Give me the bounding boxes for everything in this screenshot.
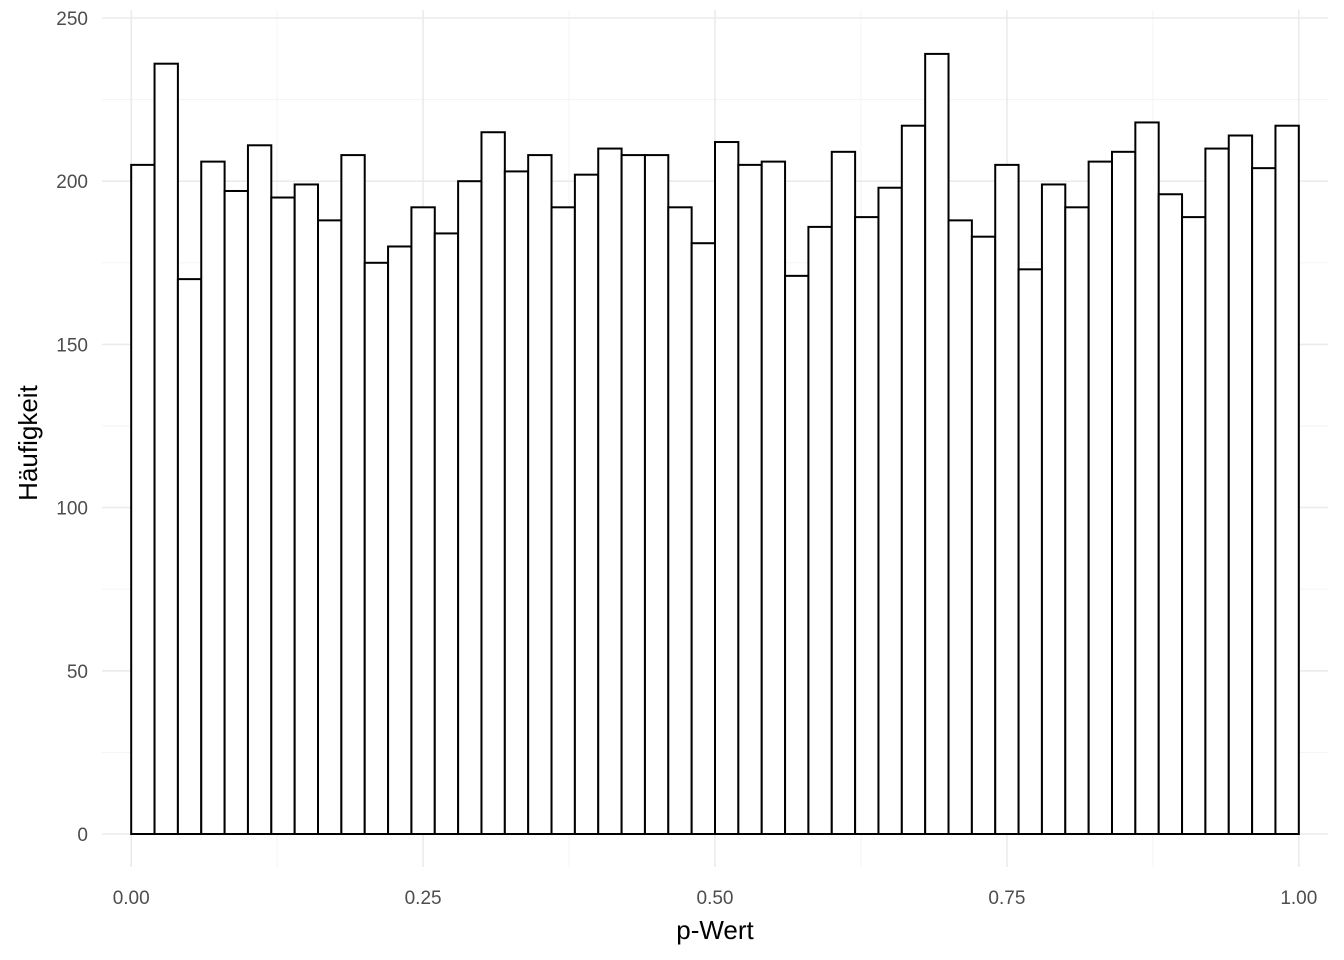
histogram-bar [527,154,553,835]
histogram-bar [1040,183,1067,836]
histogram-bar [924,52,950,836]
histogram-bar [1274,124,1300,836]
histogram-bar [293,183,320,836]
histogram-bar [620,154,646,835]
x-tick-label: 0.00 [113,888,150,909]
histogram-bar [363,261,390,835]
y-tick-label: 250 [56,9,88,30]
histogram-bar [340,154,366,835]
histogram-bar [690,242,717,835]
y-tick-label: 150 [56,335,88,356]
histogram-bar [270,196,296,835]
histogram-bar [246,144,273,835]
histogram-bar [667,206,693,835]
histogram-bar [1017,268,1043,835]
histogram-bar [737,163,763,835]
histogram-bar [1134,121,1160,835]
histogram-bar [994,163,1020,835]
histogram-bar [503,170,530,835]
histogram-bar [410,206,436,835]
histogram-bar [830,150,857,836]
y-axis-title: Häufigkeit [13,384,43,500]
x-axis-tick-labels: 0.00 0.25 0.50 0.75 1.00 [113,888,1318,909]
histogram-bar [1087,160,1113,835]
histogram-bar [643,154,670,835]
y-tick-label: 0 [77,825,88,846]
histogram-bar [1181,216,1207,835]
histogram-bar [200,160,226,835]
y-tick-label: 200 [56,172,88,193]
y-axis-tick-labels: 0 50 100 150 200 250 [56,9,88,846]
histogram-bar [387,245,413,836]
histogram-bar [317,219,343,836]
histogram-bar [714,141,740,836]
histogram-bar [153,62,179,836]
histogram-bar [854,216,880,835]
x-tick-label: 0.25 [405,888,442,909]
histogram-bar [1204,147,1230,835]
x-tick-label: 0.50 [697,888,734,909]
histogram-bar [784,274,810,835]
histogram-bar [597,147,623,835]
histogram-bar [550,206,576,835]
histogram-bar [573,173,600,835]
x-tick-label: 1.00 [1280,888,1317,909]
y-tick-label: 50 [67,662,88,683]
histogram-bar [457,180,483,835]
histogram-bar [1110,150,1137,836]
histogram-bar [1064,206,1090,835]
histogram-bar [807,225,833,835]
histogram-bars [130,52,1300,836]
x-tick-label: 0.75 [988,888,1025,909]
histogram-bar [223,189,249,835]
histogram-bar [176,278,203,835]
histogram-bar [1227,134,1254,835]
histogram-bar [970,235,997,836]
x-axis-title: p-Wert [676,915,754,945]
histogram-bar [877,186,903,835]
histogram-bar [130,163,156,835]
y-tick-label: 100 [56,499,88,520]
histogram-bar [760,160,787,835]
histogram-bar [900,124,927,836]
histogram-bar [1157,193,1184,836]
histogram-bar [1251,167,1277,836]
histogram-bar [480,131,506,836]
histogram-bar [433,232,460,835]
histogram-bar [947,219,973,836]
